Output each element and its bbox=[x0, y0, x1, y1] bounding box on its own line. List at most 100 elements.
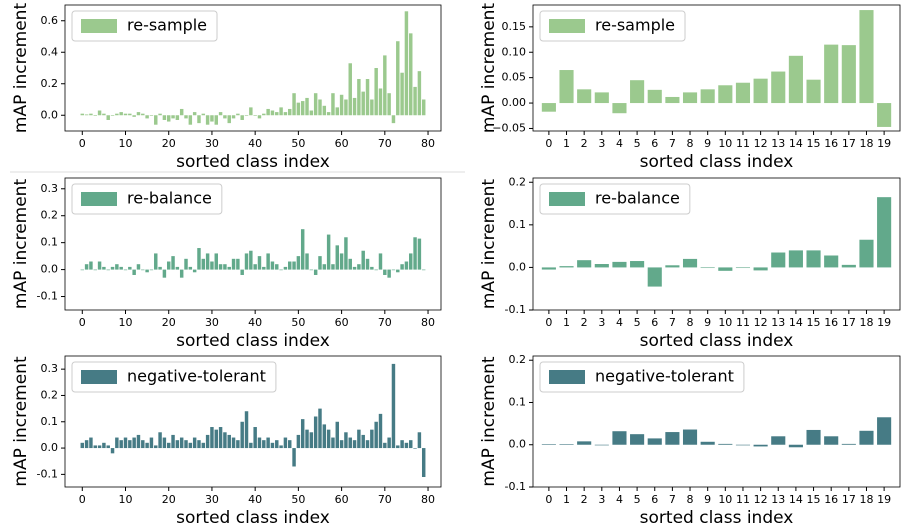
bar bbox=[123, 437, 128, 449]
x-tick-label: 17 bbox=[842, 493, 856, 506]
x-tick-label: 7 bbox=[669, 137, 676, 150]
bar bbox=[166, 442, 171, 449]
legend-swatch bbox=[81, 192, 117, 206]
bar bbox=[383, 269, 387, 275]
bar bbox=[102, 442, 106, 449]
bar bbox=[132, 437, 136, 449]
bar bbox=[283, 112, 288, 116]
legend-swatch bbox=[549, 19, 585, 33]
bar bbox=[370, 429, 374, 449]
legend-frame bbox=[71, 183, 223, 215]
bar bbox=[166, 261, 171, 270]
y-tick-label: 0.2 bbox=[509, 353, 527, 366]
x-tick-label: 10 bbox=[718, 316, 732, 329]
bar bbox=[257, 256, 262, 270]
bar bbox=[106, 269, 110, 271]
bar bbox=[357, 79, 361, 116]
bar bbox=[824, 44, 839, 104]
bar bbox=[266, 108, 270, 116]
bar bbox=[192, 437, 197, 449]
x-tick-label: 3 bbox=[598, 493, 605, 506]
y-tick-label: 0.1 bbox=[41, 236, 59, 249]
bar bbox=[404, 442, 409, 449]
bar bbox=[665, 96, 680, 104]
bar bbox=[179, 269, 184, 278]
y-tick-label: 0.1 bbox=[509, 218, 527, 231]
bar bbox=[154, 115, 158, 125]
bar bbox=[253, 115, 257, 116]
y-tick-label: 0.2 bbox=[41, 77, 59, 90]
bar bbox=[374, 269, 378, 271]
bar bbox=[218, 427, 223, 449]
bar bbox=[577, 260, 592, 268]
x-tick-label: 18 bbox=[859, 493, 873, 506]
bar bbox=[718, 443, 733, 445]
bar bbox=[223, 115, 227, 119]
bar bbox=[123, 269, 128, 271]
bar bbox=[119, 112, 123, 116]
x-tick-label: 0 bbox=[545, 316, 552, 329]
y-tick-label: 0.6 bbox=[41, 14, 59, 27]
x-tick-label: 12 bbox=[754, 316, 768, 329]
y-tick-label: 0.4 bbox=[41, 45, 59, 58]
bar bbox=[877, 103, 892, 127]
bar bbox=[132, 269, 136, 275]
bar bbox=[339, 94, 344, 116]
x-tick-label: 6 bbox=[651, 493, 658, 506]
bar bbox=[106, 115, 110, 120]
bar bbox=[106, 445, 110, 449]
x-tick-label: 10 bbox=[718, 137, 732, 150]
bar bbox=[300, 101, 305, 116]
bar bbox=[218, 264, 223, 270]
bar bbox=[175, 266, 180, 270]
bar bbox=[227, 115, 231, 124]
x-tick-label: 15 bbox=[807, 316, 821, 329]
bar bbox=[244, 411, 249, 449]
bar bbox=[859, 430, 874, 445]
x-tick-label: 4 bbox=[616, 316, 623, 329]
bar bbox=[335, 421, 340, 449]
bar bbox=[158, 432, 162, 449]
x-tick-label: 9 bbox=[704, 316, 711, 329]
bar bbox=[115, 264, 119, 270]
bar bbox=[365, 79, 370, 116]
bar bbox=[227, 434, 231, 449]
bar bbox=[348, 258, 352, 270]
bar bbox=[612, 431, 627, 445]
bar bbox=[141, 269, 145, 271]
bar bbox=[700, 441, 715, 445]
bar bbox=[257, 437, 262, 449]
bar bbox=[718, 85, 733, 104]
bar bbox=[361, 250, 365, 270]
bar bbox=[357, 429, 361, 449]
bar bbox=[296, 102, 301, 116]
bar bbox=[577, 441, 592, 445]
bar bbox=[102, 266, 106, 270]
x-axis-label: sorted class index bbox=[640, 331, 794, 351]
bar bbox=[859, 239, 874, 268]
bar bbox=[383, 55, 387, 116]
legend: re-sample bbox=[539, 10, 686, 42]
bar bbox=[365, 440, 370, 449]
bar bbox=[119, 440, 123, 449]
y-tick-label: 0.0 bbox=[509, 260, 527, 273]
bar bbox=[391, 115, 396, 124]
bar bbox=[141, 113, 145, 116]
bar bbox=[305, 253, 309, 270]
x-tick-label: 40 bbox=[248, 137, 262, 150]
bar bbox=[270, 261, 275, 270]
x-tick-label: 30 bbox=[205, 316, 219, 329]
bar bbox=[682, 429, 698, 445]
x-tick-label: 17 bbox=[842, 316, 856, 329]
legend-label: negative-tolerant bbox=[127, 367, 266, 386]
bar bbox=[132, 115, 136, 117]
bar bbox=[859, 10, 874, 104]
bar bbox=[391, 363, 396, 449]
bar bbox=[383, 442, 387, 449]
legend-swatch bbox=[549, 192, 585, 206]
plot-frame bbox=[532, 355, 901, 488]
legend-swatch bbox=[549, 370, 585, 384]
x-tick-label: 50 bbox=[291, 493, 305, 506]
bar bbox=[179, 108, 184, 116]
bar bbox=[288, 261, 292, 270]
